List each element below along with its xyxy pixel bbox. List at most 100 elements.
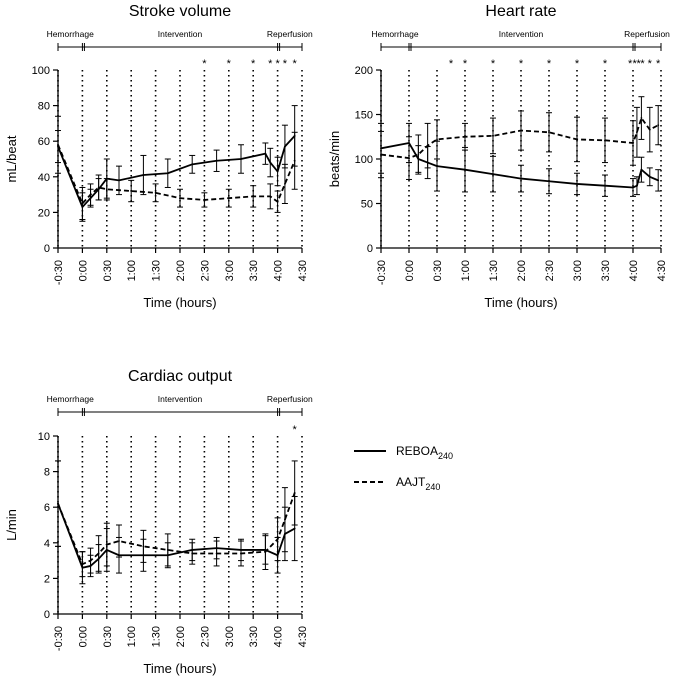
data-point	[520, 129, 522, 132]
series-reboa240	[55, 105, 298, 222]
phase-label: Reperfusion	[624, 29, 670, 39]
data-point	[179, 197, 181, 200]
data-point	[252, 195, 255, 198]
x-axis-label: Time (hours)	[143, 661, 216, 676]
chart-title: Cardiac output	[128, 368, 233, 385]
y-tick-label: 150	[355, 110, 373, 122]
data-point	[89, 559, 92, 562]
data-point	[464, 135, 466, 138]
y-tick-label: 100	[32, 65, 50, 77]
data-point	[492, 173, 494, 176]
x-tick-label: 2:30	[199, 260, 211, 281]
significance-marker: *	[636, 58, 641, 70]
significance-marker: *	[268, 58, 273, 70]
data-point	[436, 138, 438, 141]
x-tick-label: 0:00	[404, 260, 416, 281]
x-tick-label: 4:00	[628, 260, 640, 281]
significance-marker: *	[640, 58, 645, 70]
x-tick-label: 4:30	[297, 260, 309, 281]
legend-name: REBOA	[396, 444, 438, 458]
data-point	[118, 179, 120, 182]
x-tick-label: 0:00	[77, 626, 89, 647]
chart-sv: Stroke volume Hemorrhage Intervention Reper…	[4, 3, 313, 310]
data-point	[284, 145, 286, 148]
data-point	[632, 186, 634, 189]
data-point	[269, 195, 272, 198]
x-tick-label: 0:30	[432, 260, 444, 281]
legend-name: AAJT	[396, 475, 426, 489]
x-tick-label: 0:30	[102, 260, 114, 281]
data-point	[203, 199, 206, 201]
significance-marker: *	[275, 58, 280, 70]
significance-marker: *	[227, 58, 232, 70]
significance-marker: *	[656, 58, 661, 70]
series-line	[380, 117, 659, 160]
data-point	[632, 142, 634, 144]
chart-hr: Heart rate Hemorrhage Intervention Reperfus…	[327, 3, 670, 310]
phase-label: Intervention	[158, 394, 203, 404]
significance-marker: *	[202, 58, 207, 70]
x-tick-label: 4:30	[656, 260, 668, 281]
data-point	[154, 191, 157, 194]
data-point	[648, 175, 651, 178]
significance-marker: *	[633, 58, 638, 70]
data-point	[191, 163, 194, 166]
x-tick-label: 1:30	[488, 260, 500, 281]
series-aajt240	[55, 460, 298, 578]
phase-label: Hemorrhage	[47, 394, 95, 404]
y-tick-label: 6	[44, 502, 50, 514]
x-tick-label: 2:00	[175, 626, 187, 647]
significance-marker: *	[628, 58, 633, 70]
data-point	[417, 153, 420, 156]
y-axis-label: beats/min	[327, 131, 342, 187]
series-reboa240	[55, 460, 298, 585]
data-point	[269, 161, 272, 164]
x-axis-label: Time (hours)	[484, 295, 557, 310]
phase-label: Reperfusion	[267, 394, 313, 404]
x-tick-label: 1:00	[460, 260, 472, 281]
data-point	[548, 180, 550, 183]
x-tick-label: -0:30	[376, 260, 388, 285]
data-point	[142, 545, 145, 548]
x-tick-label: 0:00	[77, 260, 89, 281]
y-tick-label: 40	[38, 172, 50, 184]
data-point	[130, 190, 133, 192]
chart-title: Heart rate	[485, 3, 556, 20]
phase-bar: Hemorrhage Intervention Reperfusion	[371, 29, 670, 51]
data-point	[492, 134, 494, 137]
y-axis-label: mL/beat	[4, 135, 19, 182]
x-tick-label: 1:00	[126, 260, 138, 281]
data-point	[284, 518, 286, 521]
chart-co: Cardiac output Hemorrhage Intervention Repe…	[4, 368, 313, 676]
x-tick-label: 3:30	[600, 260, 612, 281]
phase-bar: Hemorrhage Intervention Reperfusion	[47, 394, 313, 416]
chart-title: Stroke volume	[129, 3, 231, 20]
data-point	[105, 188, 108, 191]
x-tick-label: 2:00	[175, 260, 187, 281]
data-point	[81, 202, 84, 205]
x-tick-label: 4:30	[297, 626, 309, 647]
data-point	[436, 165, 438, 168]
legend-label-reboa: REBOA240	[396, 444, 453, 461]
significance-marker: *	[547, 58, 552, 70]
data-point	[227, 197, 230, 200]
significance-marker: *	[293, 424, 298, 436]
data-point	[57, 143, 59, 146]
data-point	[604, 184, 606, 187]
y-tick-label: 50	[361, 199, 373, 211]
data-point	[636, 184, 638, 187]
phase-label: Reperfusion	[267, 29, 313, 39]
data-point	[640, 168, 643, 171]
data-point	[97, 186, 100, 189]
data-point	[89, 193, 92, 196]
x-tick-label: 4:00	[273, 626, 285, 647]
legend-subscript: 240	[438, 451, 453, 461]
data-point	[57, 502, 59, 505]
significance-marker: *	[449, 58, 454, 70]
series-aajt240	[55, 115, 298, 221]
significance-marker: *	[293, 58, 298, 70]
x-tick-label: 2:00	[516, 260, 528, 281]
x-tick-label: 4:00	[273, 260, 285, 281]
legend-label-aajt: AAJT240	[396, 475, 440, 492]
